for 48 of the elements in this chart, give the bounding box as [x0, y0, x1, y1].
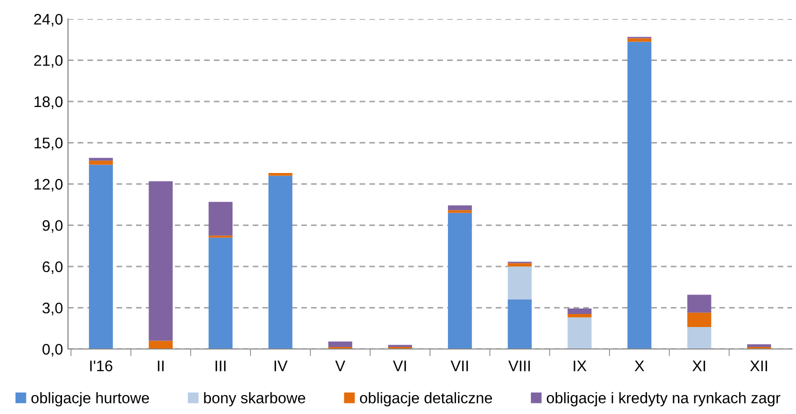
x-tick-label: VI	[392, 360, 406, 372]
bar	[88, 158, 113, 161]
bar	[268, 176, 292, 349]
bar	[328, 341, 352, 347]
bar	[568, 317, 592, 349]
bar	[148, 181, 173, 341]
x-tick-label: V	[335, 360, 346, 372]
y-tick-label: 6,0	[42, 261, 63, 274]
x-tick-label: VIII	[508, 360, 530, 372]
bar	[268, 173, 292, 176]
bar	[448, 212, 472, 349]
bar	[687, 327, 712, 349]
bar	[208, 202, 233, 236]
bar	[448, 205, 472, 210]
y-tick-label: 18,0	[34, 96, 63, 109]
bar	[627, 42, 652, 349]
bar	[208, 238, 233, 349]
bar	[508, 300, 532, 349]
legend-label: obligacje hurtowe	[31, 392, 149, 406]
y-tick-label: 0,0	[42, 344, 63, 356]
x-tick-label: XII	[750, 360, 768, 372]
bar	[568, 308, 592, 314]
y-tick-label: 21,0	[34, 55, 63, 68]
legend-label: bony skarbowe	[204, 392, 306, 406]
x-tick-label: IX	[574, 360, 586, 372]
bar	[568, 314, 592, 318]
bar	[448, 210, 472, 213]
x-tick-label: III	[216, 360, 226, 372]
bar	[88, 164, 113, 349]
y-tick-label: 15,0	[34, 138, 63, 150]
x-tick-label: X	[634, 360, 644, 372]
legend-label: obligacje detaliczne	[360, 392, 492, 406]
x-tick-label: VII	[450, 360, 468, 372]
bar	[687, 312, 712, 327]
x-tick-label: XI	[692, 360, 706, 372]
y-tick-label: 3,0	[42, 302, 63, 316]
x-tick-label: II	[158, 360, 164, 372]
bar	[687, 294, 712, 313]
bar	[88, 160, 113, 165]
x-tick-label: I'16	[90, 360, 112, 372]
y-tick-label: 9,0	[42, 220, 63, 233]
bar	[508, 263, 532, 266]
y-tick-label: 24,0	[34, 14, 63, 26]
bar	[747, 344, 772, 347]
legend-label: obligacje i kredyty na rynkach zagr	[546, 392, 780, 406]
y-tick-label: 12,0	[34, 178, 63, 192]
bar	[508, 266, 532, 300]
x-tick-label: IV	[274, 360, 288, 372]
